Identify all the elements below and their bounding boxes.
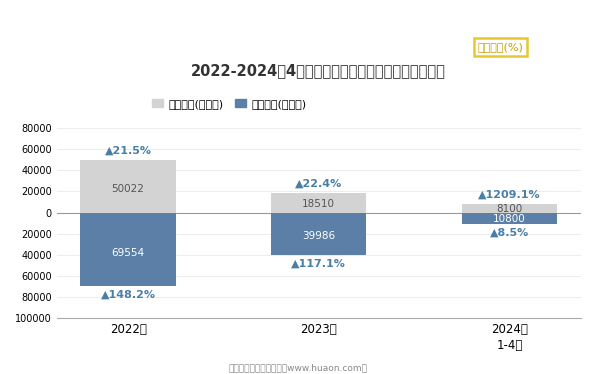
Text: 39986: 39986 xyxy=(302,231,336,240)
Bar xyxy=(80,160,176,212)
Text: ▲8.5%: ▲8.5% xyxy=(490,228,529,238)
Text: 制图：华经产业研究院（www.huaon.com）: 制图：华经产业研究院（www.huaon.com） xyxy=(228,363,368,372)
Text: ▲148.2%: ▲148.2% xyxy=(101,290,156,300)
Text: ▲21.5%: ▲21.5% xyxy=(105,146,151,156)
Text: 50022: 50022 xyxy=(111,184,145,194)
Text: 18510: 18510 xyxy=(302,199,336,209)
Text: 8100: 8100 xyxy=(496,204,523,214)
Text: 69554: 69554 xyxy=(111,248,145,258)
Bar xyxy=(80,212,176,286)
Bar xyxy=(271,212,367,255)
Text: 10800: 10800 xyxy=(493,214,526,224)
Title: 2022-2024年4月陕西西咸空港综合保税区进、出口额: 2022-2024年4月陕西西咸空港综合保税区进、出口额 xyxy=(191,64,446,79)
Bar xyxy=(462,204,557,212)
Legend: 出口总额(万美元), 进口总额(万美元): 出口总额(万美元), 进口总额(万美元) xyxy=(148,94,312,113)
Bar xyxy=(271,193,367,212)
Text: 同比增速(%): 同比增速(%) xyxy=(478,42,523,52)
Text: ▲22.4%: ▲22.4% xyxy=(295,179,343,189)
Text: ▲117.1%: ▲117.1% xyxy=(291,259,346,269)
Text: ▲1209.1%: ▲1209.1% xyxy=(478,190,541,200)
Bar xyxy=(462,212,557,224)
